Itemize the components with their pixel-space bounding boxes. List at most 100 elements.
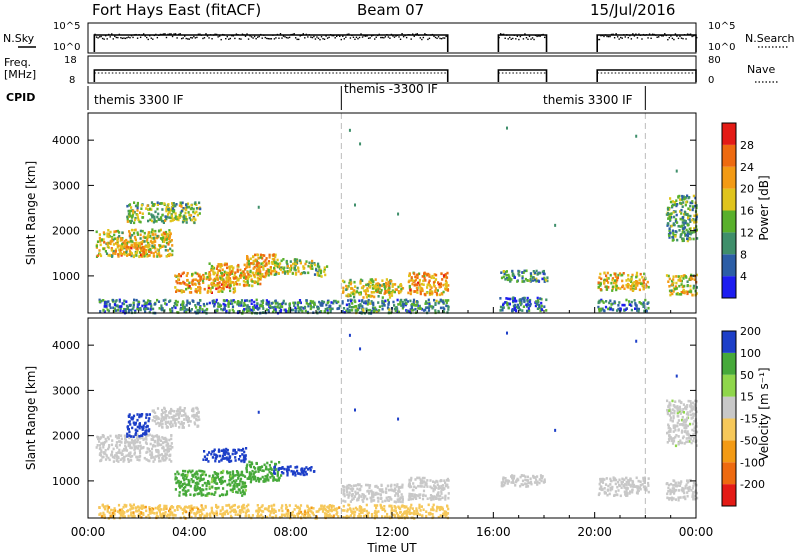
data-cell — [642, 301, 645, 304]
data-cell — [363, 289, 366, 293]
data-cell — [196, 492, 199, 496]
nsearch-dot — [313, 35, 315, 38]
data-cell — [271, 509, 274, 513]
data-cell — [367, 489, 370, 493]
data-cell — [196, 473, 199, 476]
data-cell — [134, 431, 138, 434]
data-cell — [397, 488, 400, 491]
data-cell — [198, 212, 201, 215]
data-cell — [379, 493, 382, 496]
data-cell — [191, 273, 194, 276]
data-cell — [669, 293, 672, 297]
data-cell — [375, 484, 378, 488]
data-cell — [177, 412, 180, 416]
data-cell — [357, 304, 360, 307]
data-cell — [293, 266, 296, 270]
nsearch-dot — [676, 35, 678, 37]
data-cell — [148, 417, 151, 420]
data-cell — [150, 509, 153, 512]
nsearch-dot — [679, 35, 681, 38]
data-cell — [164, 420, 167, 424]
data-cell — [125, 454, 128, 458]
data-cell — [256, 476, 259, 480]
data-cell — [359, 291, 362, 294]
data-cell — [164, 219, 167, 222]
data-cell — [618, 301, 621, 304]
data-cell — [297, 506, 300, 510]
data-cell — [613, 300, 616, 303]
data-cell — [240, 301, 243, 305]
data-cell — [152, 252, 155, 255]
data-cell — [278, 265, 281, 268]
data-cell — [100, 239, 103, 242]
nsearch-dot — [322, 38, 324, 40]
freq-trace — [596, 69, 697, 82]
data-cell — [297, 515, 300, 519]
data-cell — [609, 307, 612, 311]
data-cell — [261, 257, 264, 260]
data-cell — [409, 292, 412, 296]
data-cell — [121, 449, 124, 453]
data-cell — [437, 282, 440, 286]
nsearch-dot — [337, 34, 339, 36]
data-cell — [200, 504, 203, 507]
data-cell — [186, 279, 189, 282]
data-cell — [292, 470, 295, 473]
data-cell — [178, 289, 181, 293]
data-cell — [210, 506, 213, 510]
data-cell — [179, 422, 182, 426]
data-cell — [294, 474, 297, 477]
data-cell — [176, 303, 179, 307]
data-cell — [215, 287, 218, 291]
data-cell — [206, 291, 209, 294]
data-cell — [429, 291, 432, 295]
data-cell — [634, 284, 638, 288]
data-cell — [176, 408, 179, 411]
data-cell — [202, 273, 205, 277]
data-cell — [418, 304, 421, 308]
data-cell — [269, 476, 272, 479]
data-cell — [516, 280, 519, 283]
data-cell — [191, 473, 194, 477]
data-cell — [537, 299, 540, 302]
data-cell — [625, 279, 628, 282]
data-cell — [160, 202, 163, 205]
data-cell — [407, 280, 410, 284]
data-cell — [266, 473, 269, 477]
data-cell — [236, 276, 239, 280]
data-cell — [423, 277, 426, 280]
data-cell — [136, 233, 139, 236]
data-cell — [123, 458, 126, 462]
data-cell — [112, 238, 115, 242]
data-cell — [164, 454, 167, 458]
data-cell — [271, 262, 274, 265]
nsearch-dot — [621, 37, 623, 39]
data-cell — [381, 299, 384, 303]
data-cell — [328, 304, 331, 308]
data-cell — [138, 441, 142, 444]
data-cell — [169, 208, 172, 212]
data-cell — [352, 305, 355, 309]
data-cell — [162, 299, 165, 302]
nsearch-dot — [425, 34, 428, 36]
data-cell — [250, 278, 253, 281]
data-cell — [514, 299, 517, 303]
nsearch-dot — [275, 37, 277, 39]
data-cell — [176, 215, 179, 219]
data-cell — [372, 493, 375, 497]
data-cell — [412, 303, 416, 307]
data-cell — [616, 276, 619, 279]
data-cell — [265, 257, 268, 260]
nsearch-dot — [680, 37, 683, 39]
data-cell — [181, 272, 184, 276]
data-cell — [236, 473, 239, 476]
data-cell — [114, 509, 117, 512]
data-cell — [689, 288, 692, 292]
data-cell — [176, 418, 179, 421]
data-cell — [150, 213, 153, 216]
data-cell — [352, 290, 355, 294]
data-cell — [154, 444, 157, 448]
data-cell — [145, 303, 148, 306]
data-cell — [623, 303, 626, 307]
data-cell — [276, 265, 280, 269]
